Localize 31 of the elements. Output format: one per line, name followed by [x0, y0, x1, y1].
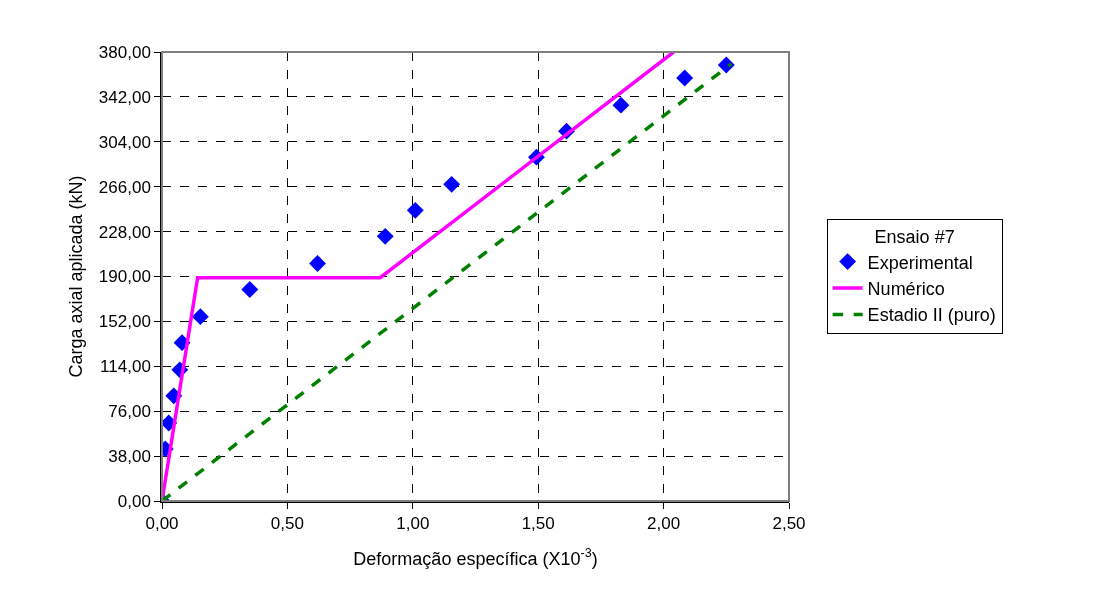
- y-tick-label: 0,00: [117, 491, 151, 511]
- y-tick-label: 342,00: [98, 87, 151, 107]
- y-tick-label: 38,00: [108, 447, 151, 467]
- y-tick-label: 380,00: [98, 42, 151, 62]
- point: [241, 281, 259, 298]
- x-tick-label: 2,00: [647, 514, 681, 534]
- point: [406, 201, 424, 219]
- point: [191, 308, 209, 326]
- y-tick-label: 228,00: [98, 222, 151, 242]
- legend-label: Experimental: [867, 252, 973, 273]
- x-tick-label: 0,50: [270, 514, 304, 534]
- y-axis-title: Carga axial aplicada (kN): [65, 175, 86, 378]
- point: [309, 255, 326, 272]
- legend-title: Ensaio #7: [874, 227, 955, 248]
- y-tick-label: 304,00: [98, 132, 151, 152]
- legend-label: Numérico: [867, 279, 945, 300]
- legend-label: Estadio II (puro): [867, 305, 996, 326]
- y-tick-label: 114,00: [100, 357, 151, 377]
- x-tick-label: 2,50: [772, 514, 806, 534]
- x-tick-label: 1,00: [396, 514, 430, 534]
- point: [376, 227, 394, 245]
- x-axis-title: Deformação específica (X10$^{-3}$): [353, 546, 598, 569]
- point: [443, 175, 461, 193]
- x-tick-label: 1,50: [521, 514, 555, 534]
- y-tick-label: 76,00: [108, 402, 151, 422]
- y-tick-label: 266,00: [98, 177, 151, 197]
- point: [676, 69, 694, 87]
- point: [612, 96, 630, 114]
- y-tick-label: 152,00: [98, 312, 151, 332]
- x-tick-label: 0,00: [145, 514, 179, 534]
- y-tick-label: 190,00: [98, 267, 151, 287]
